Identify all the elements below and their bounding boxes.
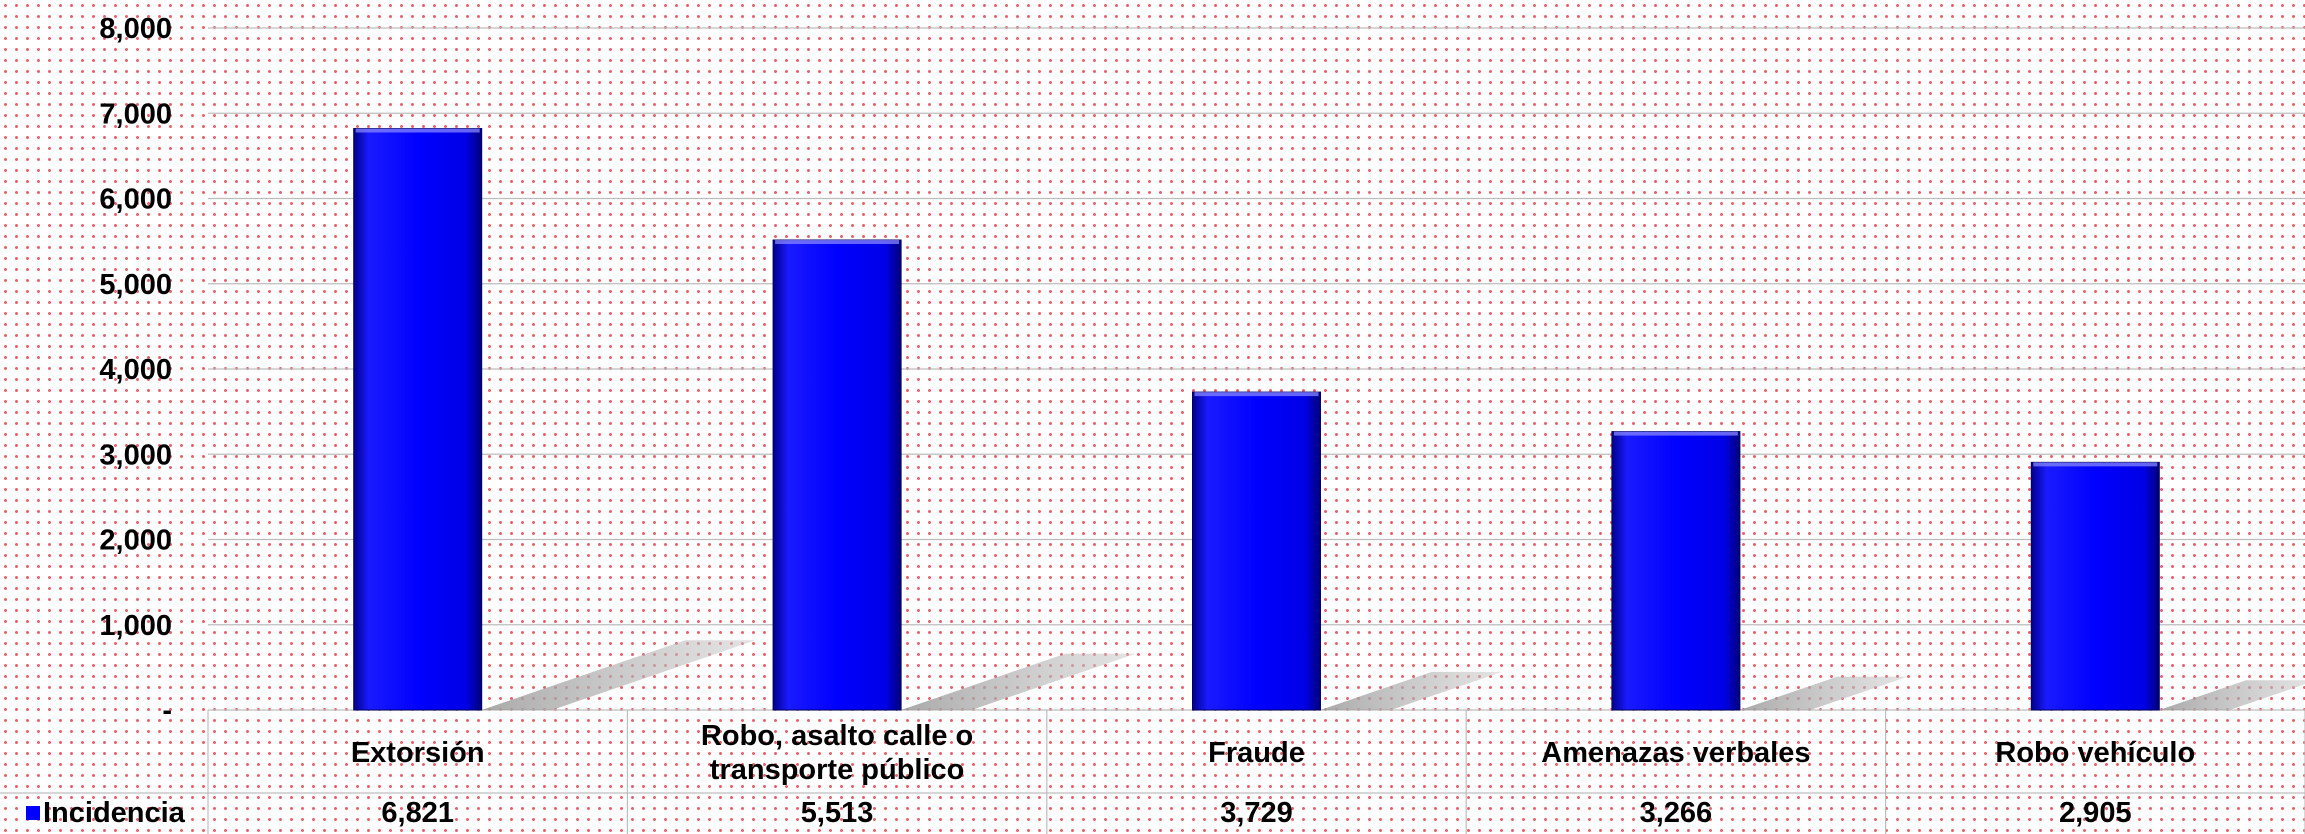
y-tick-label: 1,000 <box>99 610 172 642</box>
bar-shadow <box>2159 680 2305 710</box>
bar <box>772 239 902 711</box>
bar <box>353 128 483 711</box>
legend-label: Incidencia <box>43 797 186 829</box>
bar-shadow <box>901 653 1136 710</box>
bar-shadow <box>1320 671 1503 710</box>
category-label: Extorsión <box>351 737 485 769</box>
bar-top-highlight <box>1613 431 1738 436</box>
bar <box>1192 391 1321 711</box>
gridlines <box>208 27 2305 711</box>
category-label: Robo, asalto calle o transporte público <box>701 720 973 786</box>
bar-shadow <box>1739 676 1908 710</box>
category-label: Fraude <box>1208 737 1305 769</box>
bar-top-highlight <box>775 240 900 245</box>
data-table-value: 6,821 <box>381 797 454 829</box>
category-labels: Extorsión Robo, asalto calle o transporte … <box>351 720 2195 786</box>
bar <box>1611 431 1741 711</box>
bars <box>353 128 2160 711</box>
category-label: Amenazas verbales <box>1541 737 1810 769</box>
y-axis-tick-labels: - 1,000 2,000 3,000 4,000 5,000 6,000 7,000 8,00… <box>99 13 172 727</box>
legend-swatch <box>26 806 40 820</box>
data-table-value: 5,513 <box>801 797 874 829</box>
bar-top-highlight <box>355 128 480 133</box>
y-tick-label: 7,000 <box>99 98 172 130</box>
data-table-value: 3,729 <box>1220 797 1293 829</box>
y-tick-label: 4,000 <box>99 354 172 386</box>
data-table-value: 2,905 <box>2059 797 2132 829</box>
y-tick-label: 6,000 <box>99 184 172 216</box>
bar-shadows <box>481 640 2305 710</box>
bar-top-highlight <box>2033 462 2158 467</box>
category-label: Robo vehículo <box>1995 737 2195 769</box>
bar-top-highlight <box>1194 392 1319 397</box>
bar-shadow <box>481 640 756 710</box>
y-tick-label: 8,000 <box>99 13 172 45</box>
y-tick-label: 3,000 <box>99 439 172 471</box>
data-table-value: 3,266 <box>1640 797 1713 829</box>
bar <box>2030 461 2160 711</box>
y-tick-label: - <box>162 695 172 727</box>
data-table-lines <box>0 710 2305 834</box>
y-tick-label: 2,000 <box>99 525 172 557</box>
legend: Incidencia <box>26 797 186 829</box>
y-tick-label: 5,000 <box>99 269 172 301</box>
data-table-values: 6,821 5,513 3,729 3,266 2,905 <box>381 797 2131 829</box>
